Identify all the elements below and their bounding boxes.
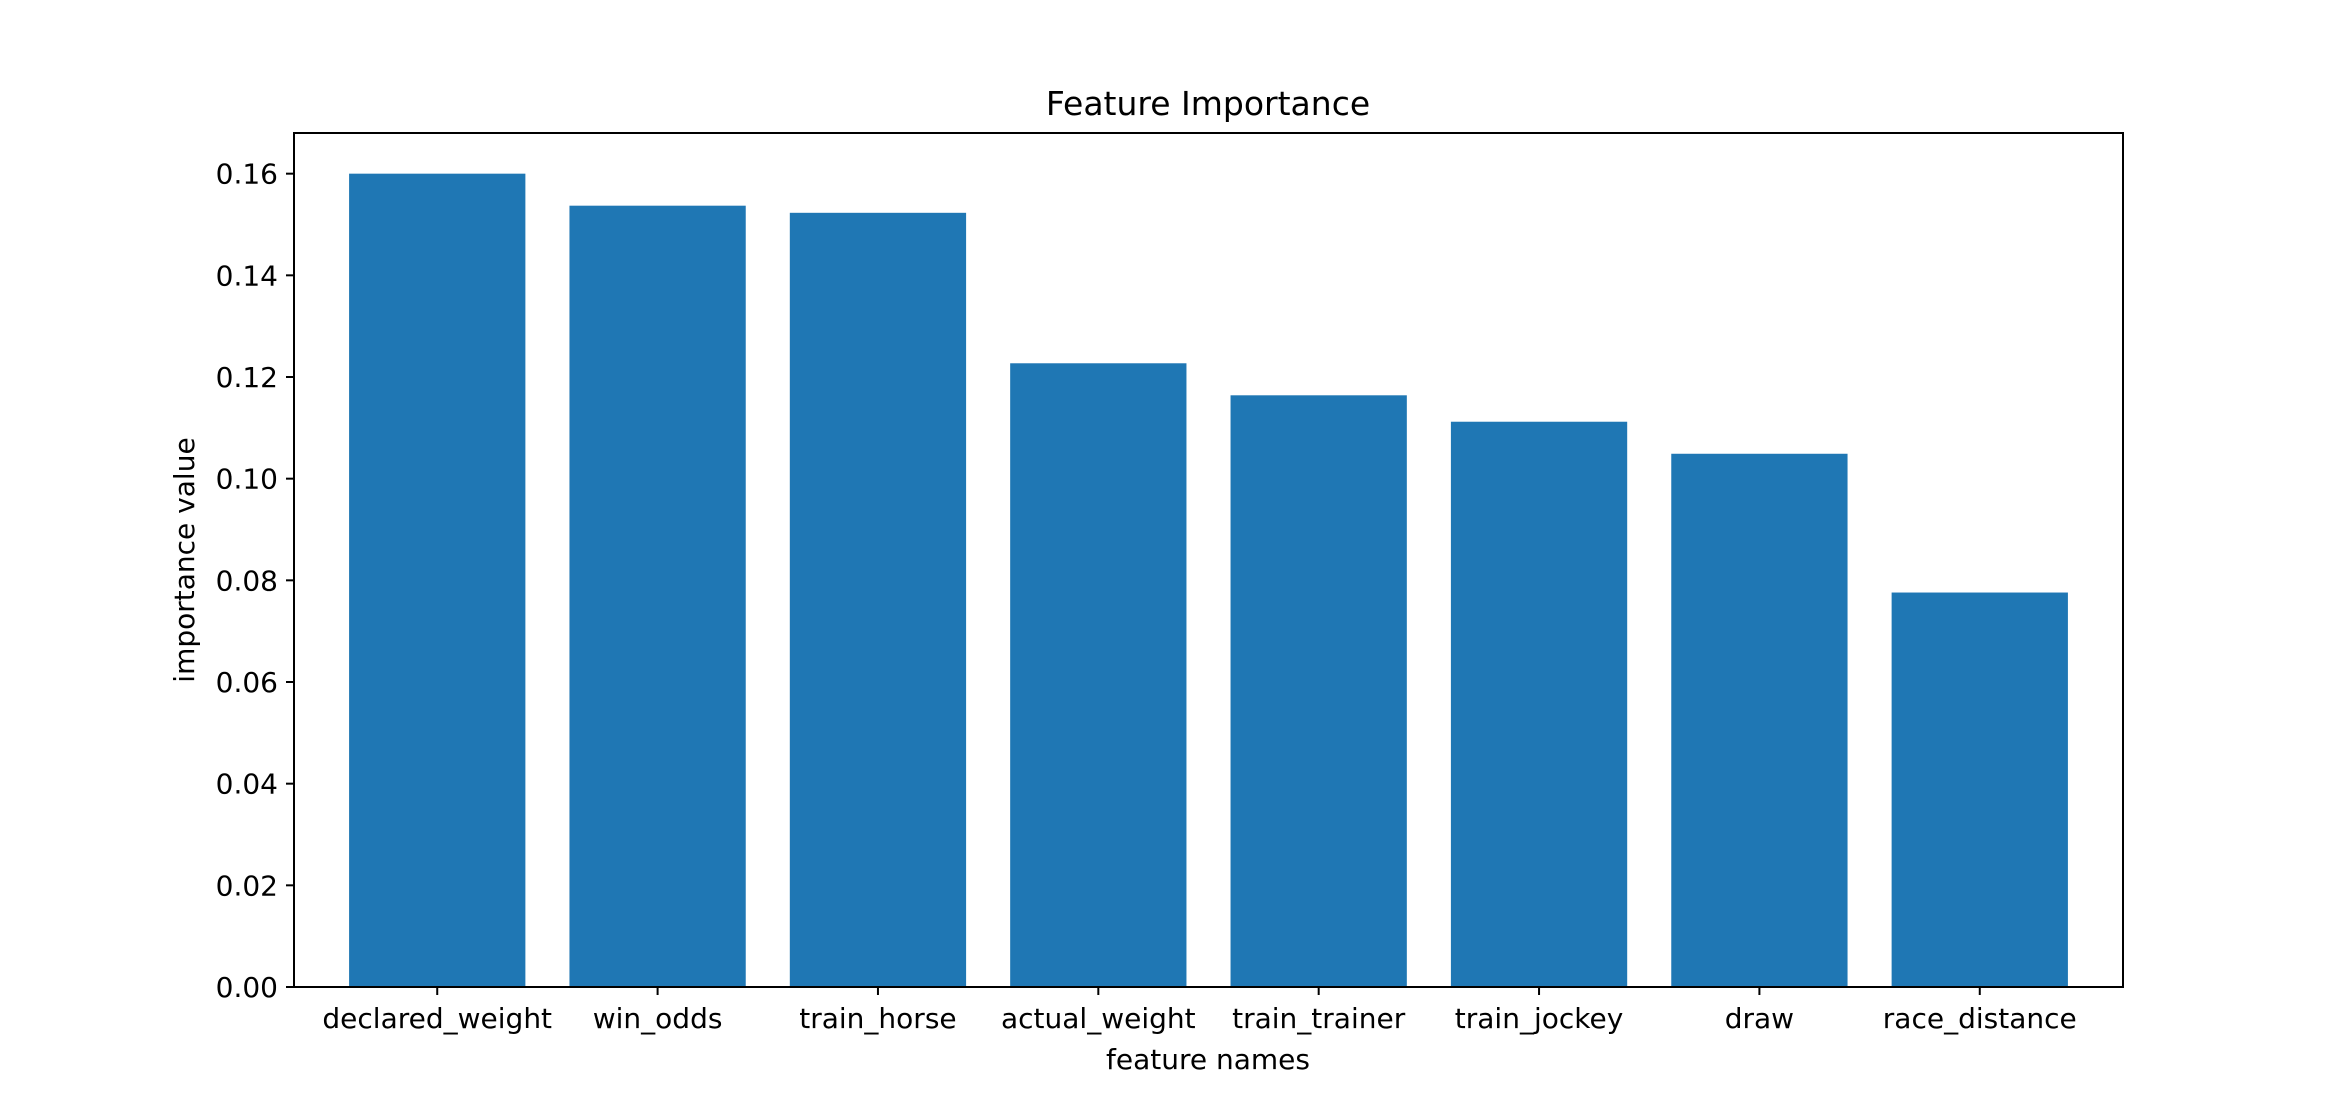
x-tick-label: draw (1725, 1002, 1794, 1035)
y-tick-label: 0.10 (216, 463, 278, 496)
y-tick-label: 0.02 (216, 869, 278, 902)
x-tick-label: race_distance (1883, 1002, 2077, 1035)
bar-declared-weight (349, 173, 526, 988)
x-axis-label: feature names (1106, 1043, 1310, 1076)
x-tick-label: declared_weight (322, 1002, 552, 1035)
y-axis-label: importance value (168, 437, 201, 682)
y-tick-label: 0.08 (216, 564, 278, 597)
y-axis: 0.00 0.02 0.04 0.06 0.08 0.10 0.12 0.14 0.16 (216, 158, 294, 1004)
y-tick-label: 0.06 (216, 666, 278, 699)
plot-frame (293, 132, 2124, 988)
y-tick-label: 0.12 (216, 361, 278, 394)
x-tick-label: train_horse (799, 1002, 956, 1035)
x-tick-label: actual_weight (1001, 1002, 1196, 1035)
y-tick-label: 0.16 (216, 158, 278, 191)
bar-train-jockey (1450, 421, 1628, 988)
x-tick-label: train_jockey (1455, 1002, 1624, 1035)
x-axis: declared_weight win_odds train_horse actual… (322, 987, 2077, 1035)
y-tick-label: 0.04 (216, 768, 278, 801)
bars-layer (349, 173, 2068, 988)
y-tick-label: 0.00 (216, 971, 278, 1004)
x-tick-label: train_trainer (1232, 1002, 1406, 1035)
bar-draw (1671, 453, 1848, 987)
bar-train-horse (789, 212, 967, 987)
bar-race-distance (1891, 592, 2068, 987)
bar-actual-weight (1010, 363, 1187, 987)
bar-win-odds (569, 205, 746, 987)
x-tick-label: win_odds (593, 1002, 723, 1035)
bar-train-trainer (1230, 395, 1407, 987)
chart-title: Feature Importance (1046, 84, 1370, 123)
y-tick-label: 0.14 (216, 259, 278, 292)
